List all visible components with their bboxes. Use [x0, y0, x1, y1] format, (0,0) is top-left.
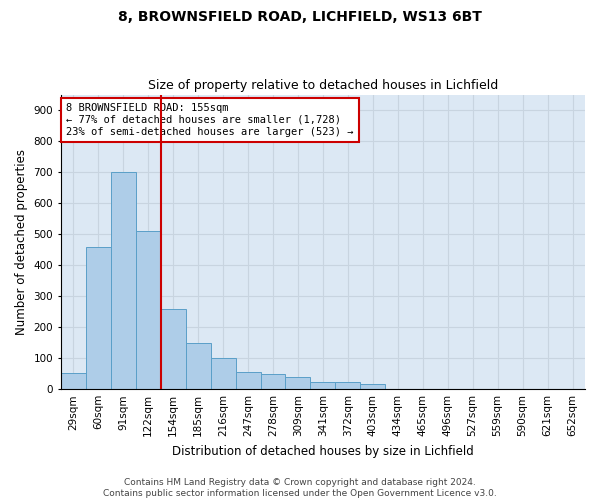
Bar	[211, 358, 236, 389]
Bar	[111, 172, 136, 389]
Bar	[286, 377, 310, 389]
Bar	[61, 373, 86, 389]
Bar	[185, 344, 211, 389]
Bar	[136, 231, 161, 389]
Bar	[86, 248, 111, 389]
Bar	[310, 382, 335, 389]
Bar	[260, 374, 286, 389]
Text: 8, BROWNSFIELD ROAD, LICHFIELD, WS13 6BT: 8, BROWNSFIELD ROAD, LICHFIELD, WS13 6BT	[118, 10, 482, 24]
X-axis label: Distribution of detached houses by size in Lichfield: Distribution of detached houses by size …	[172, 444, 474, 458]
Bar	[236, 372, 260, 389]
Y-axis label: Number of detached properties: Number of detached properties	[15, 149, 28, 335]
Bar	[361, 384, 385, 389]
Text: Contains HM Land Registry data © Crown copyright and database right 2024.
Contai: Contains HM Land Registry data © Crown c…	[103, 478, 497, 498]
Bar	[161, 308, 185, 389]
Text: 8 BROWNSFIELD ROAD: 155sqm
← 77% of detached houses are smaller (1,728)
23% of s: 8 BROWNSFIELD ROAD: 155sqm ← 77% of deta…	[66, 104, 353, 136]
Title: Size of property relative to detached houses in Lichfield: Size of property relative to detached ho…	[148, 79, 498, 92]
Bar	[335, 382, 361, 389]
